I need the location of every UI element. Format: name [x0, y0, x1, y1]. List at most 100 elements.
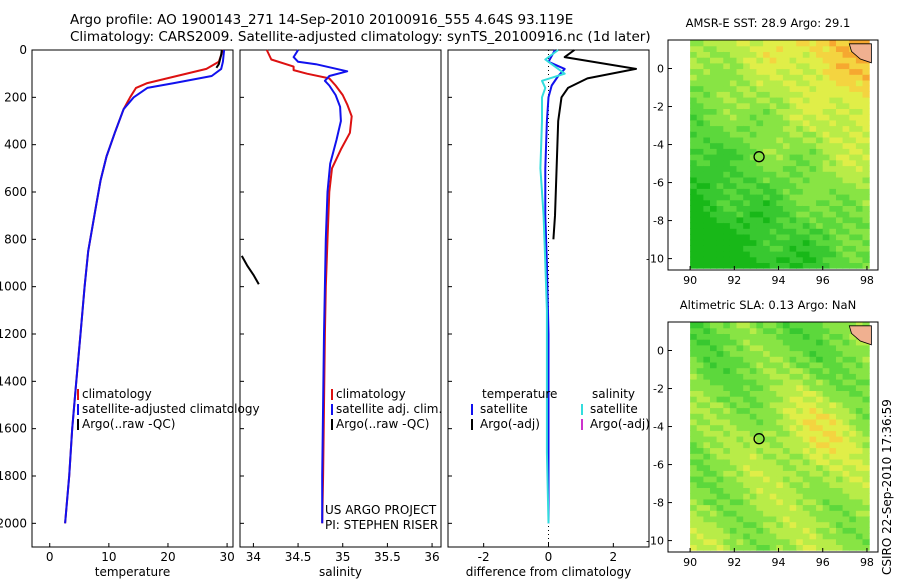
heatmap-cell	[716, 91, 724, 98]
heatmap-cell	[756, 379, 764, 386]
heatmap-cell	[802, 476, 810, 483]
heatmap-cell	[736, 239, 744, 246]
heatmap-cell	[809, 51, 817, 58]
heatmap-cell	[829, 498, 837, 506]
heatmap-cell	[836, 68, 844, 75]
heatmap-cell	[736, 333, 744, 340]
heatmap-cell	[756, 74, 764, 81]
heatmap-cell	[723, 344, 731, 352]
heatmap-cell	[776, 171, 784, 178]
heatmap-cell	[690, 441, 698, 449]
heatmap-cell	[703, 136, 711, 144]
heatmap-cell	[749, 205, 757, 212]
heatmap-cell	[822, 356, 830, 363]
heatmap-cell	[710, 142, 718, 149]
heatmap-cell	[842, 216, 850, 224]
heatmap-cell	[796, 228, 804, 235]
heatmap-cell	[703, 401, 711, 409]
heatmap-cell	[829, 424, 837, 431]
heatmap-cell	[736, 470, 744, 477]
heatmap-cell	[822, 476, 830, 483]
heatmap-cell	[782, 211, 791, 218]
heatmap-cell	[829, 464, 837, 471]
heatmap-cell	[789, 125, 797, 132]
heatmap-cell	[716, 51, 724, 58]
heatmap-cell	[716, 142, 724, 149]
heatmap-cell	[716, 464, 724, 471]
heatmap-cell	[756, 521, 764, 528]
heatmap-cell	[862, 493, 870, 500]
heatmap-cell	[782, 447, 791, 454]
heatmap-cell	[842, 441, 850, 449]
heatmap-cell	[802, 199, 810, 206]
heatmap-cell	[855, 544, 864, 551]
heatmap-cell	[729, 350, 738, 357]
heatmap-cell	[729, 322, 738, 329]
heatmap-cell	[736, 339, 744, 346]
heatmap-cell	[849, 233, 857, 241]
heatmap-cell	[703, 125, 711, 132]
heatmap-cell	[749, 356, 757, 363]
heatmap-cell	[776, 464, 784, 471]
heatmap-cell	[802, 527, 810, 534]
heatmap-cell	[822, 256, 830, 263]
heatmap-cell	[696, 74, 704, 81]
heatmap-cell	[710, 97, 718, 104]
heatmap-cell	[862, 119, 870, 127]
heatmap-cell	[842, 205, 850, 212]
heatmap-cell	[842, 407, 850, 414]
heatmap-cell	[849, 142, 857, 149]
heatmap-cell	[696, 361, 704, 369]
heatmap-cell	[776, 182, 784, 189]
heatmap-cell	[729, 57, 738, 64]
heatmap-cell	[849, 262, 857, 269]
heatmap-cell	[763, 256, 771, 263]
heatmap-cell	[696, 154, 704, 161]
heatmap-cell	[749, 379, 757, 386]
heatmap-cell	[749, 413, 757, 420]
heatmap-cell	[743, 205, 751, 212]
heatmap-cell	[723, 199, 731, 206]
heatmap-cell	[729, 68, 738, 75]
y-tick-label: -10	[646, 253, 664, 266]
heatmap-cell	[736, 521, 744, 528]
heatmap-cell	[796, 154, 804, 161]
heatmap-cell	[802, 222, 810, 229]
heatmap-cell	[829, 45, 837, 52]
heatmap-cell	[756, 396, 764, 403]
heatmap-cell	[716, 538, 724, 545]
heatmap-cell	[756, 544, 764, 551]
heatmap-cell	[716, 430, 724, 437]
heatmap-cell	[723, 79, 731, 87]
heatmap-cell	[743, 379, 751, 386]
heatmap-cell	[723, 487, 731, 494]
heatmap-cell	[776, 262, 784, 269]
heatmap-cell	[716, 453, 724, 460]
heatmap-cell	[796, 233, 804, 241]
heatmap-cell	[696, 114, 704, 121]
heatmap-cell	[842, 142, 850, 149]
heatmap-cell	[756, 211, 764, 218]
heatmap-cell	[822, 418, 830, 426]
heatmap-cell	[802, 470, 810, 477]
heatmap-cell	[703, 108, 711, 115]
heatmap-cell	[769, 350, 777, 357]
argo-position-marker	[753, 433, 765, 445]
heatmap-cell	[816, 119, 824, 127]
heatmap-cell	[703, 544, 711, 551]
heatmap-cell	[743, 176, 751, 184]
heatmap-cell	[802, 45, 810, 52]
heatmap-cell	[696, 544, 704, 551]
heatmap-cell	[796, 148, 804, 155]
heatmap-cell	[723, 125, 731, 132]
heatmap-cell	[710, 339, 718, 346]
heatmap-cell	[696, 436, 704, 443]
heatmap-cell	[789, 216, 797, 224]
heatmap-cell	[842, 436, 850, 443]
heatmap-cell	[763, 533, 771, 540]
heatmap-cell	[716, 396, 724, 403]
heatmap-cell	[696, 401, 704, 409]
heatmap-cell	[756, 504, 764, 511]
heatmap-cell	[710, 538, 718, 545]
x-tick-label: 35	[335, 550, 350, 564]
